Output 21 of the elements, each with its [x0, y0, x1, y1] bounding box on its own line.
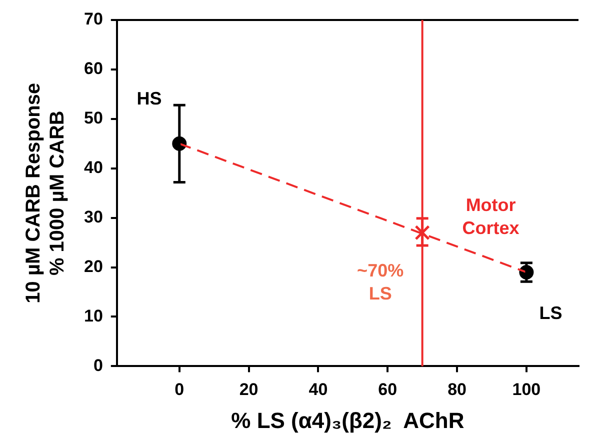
ref-line-label: ~70% LS	[357, 260, 404, 304]
annotation: HS	[136, 88, 162, 109]
annotation: Motor Cortex	[462, 194, 520, 238]
x-tick-label: 80	[448, 380, 466, 400]
y-tick-label: 50	[84, 108, 103, 128]
x-tick-label: 100	[512, 380, 541, 400]
y-tick-label: 0	[93, 356, 103, 375]
y-tick-label: 10	[84, 306, 103, 326]
y-tick-label: 20	[84, 256, 103, 276]
annotation: LS	[539, 303, 562, 324]
y-tick-label: 60	[84, 59, 103, 78]
x-tick-label: 60	[378, 380, 398, 400]
point	[414, 225, 430, 240]
x-tick-label: 20	[239, 380, 258, 400]
y-tick-label: 30	[84, 208, 103, 227]
x-tick-label: 0	[174, 380, 184, 400]
y-axis-title: 10 µM CARB Response % 1000 µM CARB	[22, 82, 69, 304]
x-tick-label: 40	[308, 380, 328, 400]
y-tick-label: 70	[84, 10, 103, 29]
y-tick-label: 40	[84, 158, 103, 178]
x-axis-title: % LS (α4)₃(β2)₂ AChR	[231, 408, 464, 433]
